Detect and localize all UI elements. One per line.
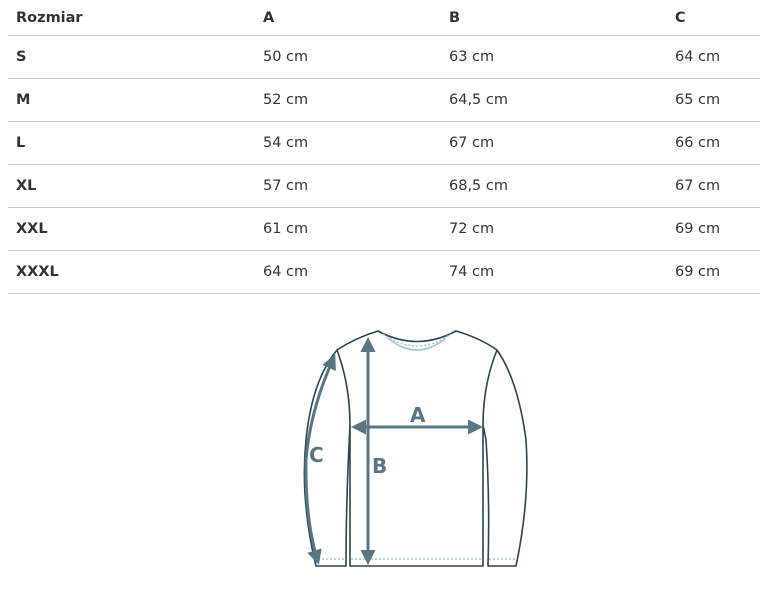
label-a: A	[410, 403, 426, 427]
arrow-c	[304, 354, 336, 565]
table-header-row: Rozmiar A B C	[8, 0, 760, 36]
size-cell: XL	[8, 164, 255, 208]
measurement-arrows	[304, 337, 483, 565]
label-c: C	[309, 443, 324, 467]
a-cell: 50 cm	[255, 35, 441, 79]
c-cell: 64 cm	[667, 35, 760, 79]
size-cell: L	[8, 121, 255, 165]
header-size: Rozmiar	[8, 0, 255, 36]
a-cell: 54 cm	[255, 121, 441, 165]
header-a: A	[255, 0, 441, 36]
a-cell: 57 cm	[255, 164, 441, 208]
size-cell: XXL	[8, 207, 255, 251]
a-cell: 61 cm	[255, 207, 441, 251]
b-cell: 63 cm	[441, 35, 667, 79]
b-cell: 68,5 cm	[441, 164, 667, 208]
b-cell: 67 cm	[441, 121, 667, 165]
a-cell: 52 cm	[255, 78, 441, 122]
table-row: M 52 cm 64,5 cm 65 cm	[8, 78, 760, 122]
sweatshirt-outline	[303, 330, 528, 567]
b-cell: 64,5 cm	[441, 78, 667, 122]
c-cell: 65 cm	[667, 78, 760, 122]
a-cell: 64 cm	[255, 250, 441, 294]
table-row: L 54 cm 67 cm 66 cm	[8, 121, 760, 165]
c-cell: 69 cm	[667, 207, 760, 251]
b-cell: 74 cm	[441, 250, 667, 294]
table-row: XXXL 64 cm 74 cm 69 cm	[8, 250, 760, 294]
c-cell: 67 cm	[667, 164, 760, 208]
size-cell: XXXL	[8, 250, 255, 294]
c-cell: 69 cm	[667, 250, 760, 294]
table-row: XXL 61 cm 72 cm 69 cm	[8, 207, 760, 251]
table-row: XL 57 cm 68,5 cm 67 cm	[8, 164, 760, 208]
c-cell: 66 cm	[667, 121, 760, 165]
size-cell: M	[8, 78, 255, 122]
b-cell: 72 cm	[441, 207, 667, 251]
size-cell: S	[8, 35, 255, 79]
label-b: B	[372, 454, 387, 478]
header-b: B	[441, 0, 667, 36]
table-row: S 50 cm 63 cm 64 cm	[8, 35, 760, 79]
size-table: Rozmiar A B C S 50 cm 63 cm 64 cm M 52 cm 64,5…	[8, 0, 760, 294]
header-c: C	[667, 0, 760, 36]
